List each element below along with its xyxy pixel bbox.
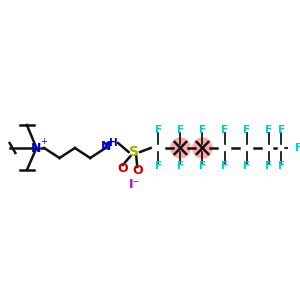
Text: F: F [278,125,285,135]
Text: O: O [132,164,142,176]
Text: O: O [118,161,128,175]
Text: S: S [129,145,140,159]
Text: F: F [199,161,206,171]
Circle shape [171,138,190,158]
Text: F: F [221,125,228,135]
Circle shape [193,138,212,158]
Text: F: F [265,125,272,135]
Text: F: F [177,161,184,171]
Text: +: + [40,137,46,146]
Text: F: F [155,161,162,171]
Text: F: F [177,125,184,135]
Text: F: F [221,161,228,171]
Text: F: F [295,143,300,153]
Text: I⁻: I⁻ [129,178,140,191]
Text: F: F [243,161,250,171]
Text: F: F [265,161,272,171]
Text: F: F [243,125,250,135]
Text: F: F [278,161,285,171]
Text: N: N [100,140,111,154]
Text: F: F [199,125,206,135]
Text: F: F [155,125,162,135]
Text: H: H [109,138,118,148]
Text: N: N [31,142,42,154]
